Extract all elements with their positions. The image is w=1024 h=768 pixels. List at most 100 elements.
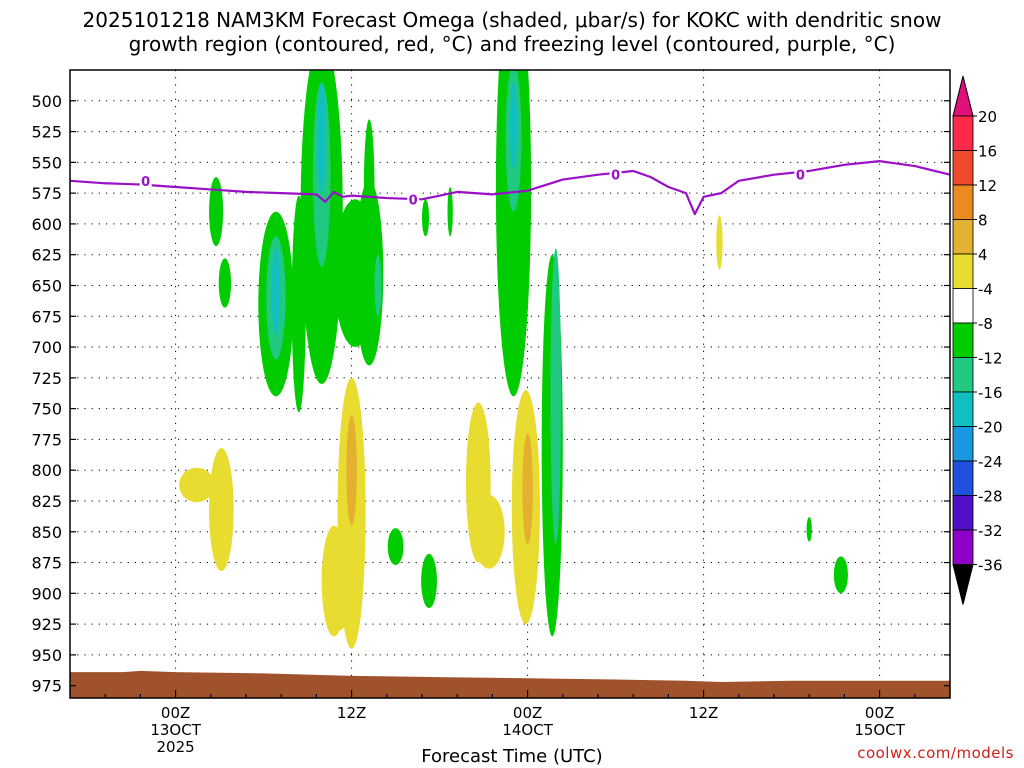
colorbar-segment <box>952 322 974 358</box>
freezing-level-layer: 0 0 0 0 <box>70 160 950 216</box>
colorbar-label: -24 <box>978 453 1003 471</box>
freezing-level-label: 0 <box>796 169 805 184</box>
y-tick-label: 950 <box>31 646 62 665</box>
colorbar-segment <box>952 529 974 565</box>
y-axis: 500 525 550 575 600 625 650 675 700 725 750 775 800 8… <box>31 92 950 696</box>
colorbar-label: -32 <box>978 522 1003 540</box>
y-tick-label: 875 <box>31 554 62 573</box>
omega-region-negative <box>421 553 437 609</box>
x-tick-label: 13OCT <box>150 721 201 739</box>
omega-region-positive <box>473 494 505 569</box>
colorbar-label: 12 <box>978 177 997 195</box>
colorbar-segment <box>952 391 974 427</box>
freezing-level-label-bg <box>139 172 152 188</box>
x-tick-label: 12Z <box>689 704 718 722</box>
freezing-level-label: 0 <box>409 193 418 208</box>
colorbar-label: 20 <box>978 108 997 126</box>
y-tick-label: 925 <box>31 615 62 634</box>
y-tick-label: 500 <box>31 92 62 111</box>
colorbar-label: -12 <box>978 350 1003 368</box>
x-tick-label: 2025 <box>157 738 195 756</box>
y-tick-label: 750 <box>31 400 62 419</box>
terrain-surface <box>70 670 950 698</box>
omega-region-positive <box>716 215 723 270</box>
omega-region-negative <box>806 516 812 542</box>
y-tick-label: 775 <box>31 430 62 449</box>
colorbar-label: 16 <box>978 143 997 161</box>
colorbar-segment <box>952 115 974 151</box>
x-tick-label: 14OCT <box>502 721 553 739</box>
y-tick-label: 725 <box>31 369 62 388</box>
colorbar-label: -4 <box>978 281 993 299</box>
omega-region-positive <box>346 414 357 526</box>
y-tick-label: 850 <box>31 523 62 542</box>
omega-region-negative <box>387 528 404 566</box>
omega-region-negative <box>317 82 327 194</box>
omega-region-negative <box>510 82 518 169</box>
omega-region-negative <box>374 254 382 317</box>
y-tick-label: 650 <box>31 276 62 295</box>
y-tick-label: 600 <box>31 215 62 234</box>
omega-region-negative <box>550 248 562 545</box>
plot-frame <box>69 69 951 699</box>
omega-region-negative <box>218 258 232 308</box>
y-tick-label: 575 <box>31 184 62 203</box>
y-tick-label: 625 <box>31 246 62 265</box>
freezing-level-label: 0 <box>611 169 620 184</box>
y-tick-label: 825 <box>31 492 62 511</box>
colorbar-label: -36 <box>978 557 1003 575</box>
y-tick-label: 975 <box>31 677 62 696</box>
x-tick-label: 15OCT <box>854 721 905 739</box>
colorbar-top-arrow <box>952 75 974 117</box>
x-axis-label: Forecast Time (UTC) <box>421 746 603 767</box>
omega-region-positive <box>522 433 533 545</box>
colorbar: 20 16 12 8 4 -4 -8 -12 -16 -20 -24 -28 -32 -36 <box>952 75 1003 605</box>
colorbar-label: -20 <box>978 419 1003 437</box>
colorbar-label: -8 <box>978 315 993 333</box>
colorbar-label: -16 <box>978 384 1003 402</box>
omega-region-negative <box>447 186 453 237</box>
omega-region-positive <box>209 448 234 572</box>
chart-title-line1: 2025101218 NAM3KM Forecast Omega (shaded… <box>82 8 942 32</box>
colorbar-segment <box>952 460 974 496</box>
y-tick-label: 675 <box>31 307 62 326</box>
y-tick-label: 550 <box>31 153 62 172</box>
colorbar-segment <box>952 495 974 531</box>
x-tick-label: 00Z <box>161 704 190 722</box>
x-tick-label: 00Z <box>513 704 542 722</box>
omega-region-negative <box>495 70 532 397</box>
colorbar-label: 4 <box>978 246 988 264</box>
colorbar-segment <box>952 288 974 324</box>
colorbar-bottom-arrow <box>952 564 974 605</box>
freezing-level-label-bg <box>794 166 807 182</box>
credit-link[interactable]: coolwx.com/models <box>857 744 1014 762</box>
y-tick-label: 800 <box>31 461 62 480</box>
terrain-layer <box>70 670 950 698</box>
omega-region-negative <box>363 119 375 255</box>
freezing-level-label-bg <box>609 166 622 182</box>
colorbar-label: -28 <box>978 488 1003 506</box>
omega-region-negative <box>422 199 430 237</box>
colorbar-segment <box>952 357 974 393</box>
omega-region-negative <box>209 177 224 247</box>
x-tick-label: 00Z <box>865 704 894 722</box>
omega-region-negative <box>355 180 384 366</box>
colorbar-segment <box>952 219 974 255</box>
y-tick-label: 700 <box>31 338 62 357</box>
colorbar-segment <box>952 150 974 186</box>
y-tick-label: 525 <box>31 123 62 142</box>
y-tick-label: 900 <box>31 584 62 603</box>
colorbar-segment <box>952 253 974 289</box>
colorbar-segment <box>952 184 974 220</box>
colorbar-label: 8 <box>978 212 988 230</box>
omega-region-negative <box>833 556 848 594</box>
colorbar-segment <box>952 426 974 462</box>
omega-region-negative <box>271 248 281 335</box>
x-tick-label: 12Z <box>337 704 366 722</box>
freezing-level-line <box>70 160 950 216</box>
chart-title-line2: growth region (contoured, red, °C) and f… <box>128 32 896 56</box>
omega-shading <box>179 70 848 649</box>
freezing-level-label-bg <box>407 191 420 207</box>
